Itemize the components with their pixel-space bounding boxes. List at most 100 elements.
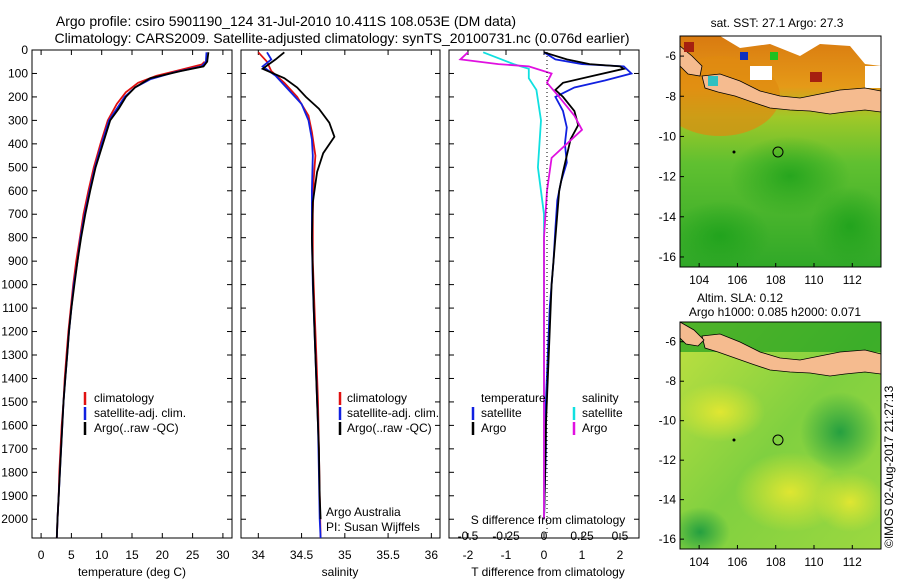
map-x-tick-label: 106: [727, 273, 747, 287]
annotation-argo-australia: Argo Australia: [326, 505, 401, 519]
sla-high-patch: [815, 472, 881, 532]
temperature-xlabel: temperature (deg C): [78, 565, 186, 579]
y-tick-label: 1500: [1, 395, 28, 409]
sla-map-frame: [679, 321, 882, 550]
map-y-tick-label: -8: [665, 89, 676, 103]
y-tick-label: 500: [8, 160, 28, 174]
x-tick-label: -2: [463, 548, 474, 562]
difference-axes: -2 -1 0 1 2 -0.5 -0.25 0 0.25 0.5: [449, 49, 639, 562]
sst-green-patch: [810, 186, 881, 266]
y-tick-label: 1200: [1, 325, 28, 339]
x-tick-label: 25: [186, 548, 200, 562]
island-dot: [732, 150, 736, 154]
header-line2: Climatology: CARS2009. Satellite-adjuste…: [54, 30, 629, 46]
sst-hot-pixel: [684, 42, 694, 52]
map-x-tick-label: 108: [766, 555, 786, 569]
series-line: [55, 52, 210, 539]
annotation-pi: PI: Susan Wijffels: [326, 520, 420, 534]
temperature-panel: [31, 49, 233, 539]
sst-map: [679, 35, 882, 268]
sst-map-axes: 104 106 108 110 112 -6 -8 -10 -12 -14 -16: [659, 49, 863, 287]
sst-hot-pixel: [810, 72, 822, 82]
series-line: [458, 51, 584, 520]
map-y-tick-label: -6: [665, 49, 676, 63]
x-tick-label-top: 0.5: [612, 529, 629, 543]
map-x-tick-label: 106: [727, 555, 747, 569]
legend-argo: Argo(..raw -QC): [347, 421, 432, 435]
salinity-axes: 34 34.5 35 35.5 36: [241, 49, 440, 562]
salinity-legend: climatology satellite-adj. clim. Argo(..…: [326, 391, 439, 534]
y-tick-label: 100: [8, 66, 28, 80]
map-y-tick-label: -14: [659, 493, 677, 507]
y-tick-label: 1800: [1, 465, 28, 479]
y-tick-label: 2000: [1, 512, 28, 526]
x-tick-label: 34: [252, 548, 266, 562]
map-y-tick-label: -14: [659, 210, 677, 224]
header-line1: Argo profile: csiro 5901190_124 31-Jul-2…: [56, 13, 516, 29]
sla-map-title-line1: Altim. SLA: 0.12: [697, 291, 783, 305]
sla-map-axes: 104 106 108 110 112 -6 -8 -10 -12 -14 -16: [659, 335, 863, 569]
sst-pixel: [770, 52, 778, 60]
x-tick-label-top: 0.25: [570, 529, 594, 543]
legend-satellite: satellite-adj. clim.: [347, 406, 439, 420]
x-tick-label: 2: [617, 548, 624, 562]
x-tick-label: 0: [38, 548, 45, 562]
legend-argo: Argo(..raw -QC): [94, 421, 179, 435]
series-line: [543, 51, 634, 520]
map-x-tick-label: 112: [843, 555, 862, 569]
land-sumatra: [680, 322, 705, 347]
difference-legend: temperature satellite Argo salinity sate…: [471, 391, 623, 435]
land-java: [701, 73, 881, 115]
difference-series: [458, 51, 634, 520]
sst-pixel: [740, 52, 748, 60]
map-y-tick-label: -16: [659, 250, 677, 264]
x-tick-label-top: -0.25: [492, 529, 520, 543]
map-x-tick-label: 104: [689, 555, 709, 569]
y-tick-label: 0: [21, 43, 28, 57]
salinity-xlabel: salinity: [322, 565, 359, 579]
difference-xlabel-top: S difference from climatology: [471, 513, 626, 527]
legend-s-argo: Argo: [582, 421, 608, 435]
difference-xlabel: T difference from climatology: [471, 565, 625, 579]
x-tick-label: 35.5: [376, 548, 400, 562]
map-y-tick-label: -12: [659, 453, 677, 467]
map-x-tick-label: 112: [843, 273, 862, 287]
map-y-tick-label: -6: [665, 335, 676, 349]
legend-temperature-heading: temperature: [481, 391, 546, 405]
y-tick-label: 1000: [1, 278, 28, 292]
x-tick-label-top: 0: [541, 529, 548, 543]
x-tick-label: 15: [125, 548, 139, 562]
sla-low-patch: [680, 507, 730, 549]
sla-low-patch: [800, 392, 880, 472]
x-tick-label: 1: [579, 548, 586, 562]
y-tick-label: 200: [8, 90, 28, 104]
temperature-series: [55, 52, 210, 539]
legend-satellite: satellite-adj. clim.: [94, 406, 186, 420]
sla-high-patch: [680, 382, 765, 442]
y-tick-label: 1100: [2, 301, 28, 315]
temperature-legend: climatology satellite-adj. clim. Argo(..…: [83, 391, 186, 435]
map-y-tick-label: -10: [659, 129, 677, 143]
x-tick-label: 0: [541, 548, 548, 562]
x-tick-label: 34.5: [290, 548, 314, 562]
x-tick-label: 5: [68, 548, 75, 562]
sla-map-title-line2: Argo h1000: 0.085 h2000: 0.071: [689, 305, 861, 319]
y-tick-label: 1700: [1, 442, 28, 456]
legend-t-argo: Argo: [481, 421, 507, 435]
temperature-axes: 0 5 10 15 20 25 300100200300400500600700800900…: [1, 43, 232, 562]
sst-map-frame: [679, 35, 882, 268]
x-tick-label-top: -0.5: [458, 529, 479, 543]
map-x-tick-label: 110: [804, 273, 823, 287]
land-java: [701, 333, 881, 377]
legend-t-satellite: satellite: [481, 406, 522, 420]
series-line: [482, 51, 545, 520]
y-tick-label: 1900: [1, 489, 28, 503]
x-tick-label: 20: [156, 548, 170, 562]
sst-green-patch: [680, 201, 770, 267]
sst-no-data: [865, 66, 881, 88]
y-tick-label: 900: [8, 254, 28, 268]
sst-pixel: [708, 76, 718, 86]
series-line: [260, 51, 336, 520]
map-x-tick-label: 104: [689, 273, 709, 287]
